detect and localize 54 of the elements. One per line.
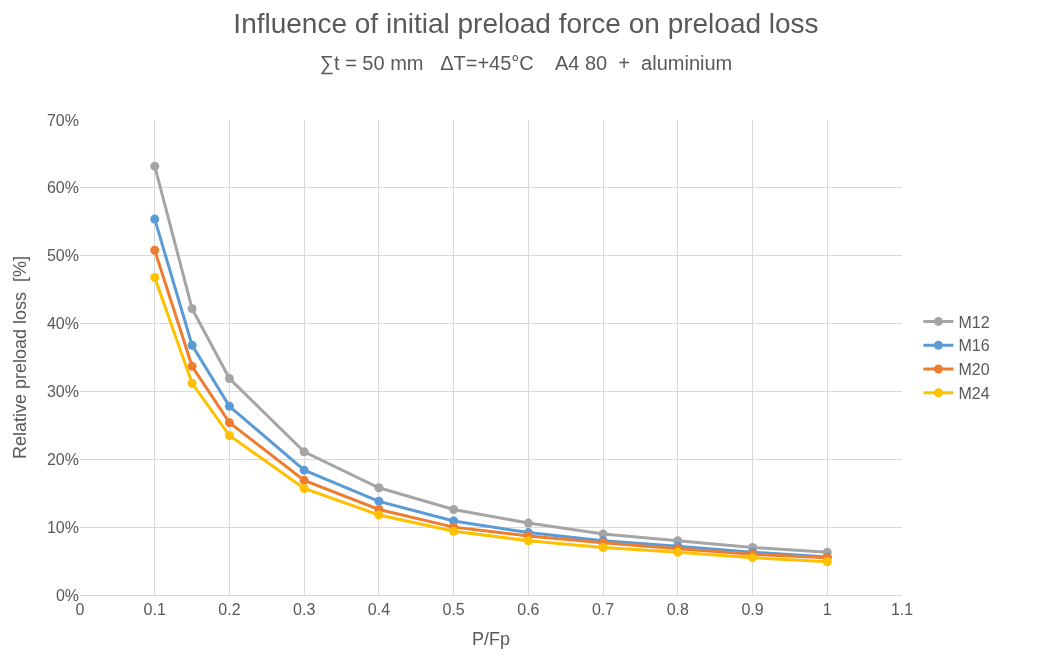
legend-label: M12: [958, 313, 990, 331]
x-tick-label: 0.9: [741, 601, 764, 619]
point: [150, 161, 160, 171]
x-tick-label: 0.3: [293, 601, 316, 619]
y-tick-label: 20%: [46, 450, 79, 468]
y-tick-label: 30%: [46, 383, 79, 401]
point: [187, 304, 197, 314]
y-tick-label: 40%: [46, 315, 79, 333]
point: [299, 447, 309, 457]
x-tick-label: 0: [75, 601, 85, 619]
chart-title: Influence of initial preload force on preload loss: [233, 8, 819, 40]
point: [449, 505, 459, 514]
point: [299, 483, 309, 493]
point: [150, 214, 160, 224]
legend-label: M24: [958, 385, 990, 403]
point: [150, 245, 160, 255]
point: [224, 374, 234, 384]
point: [224, 401, 234, 411]
legend-label: M16: [958, 337, 990, 355]
point: [299, 475, 309, 485]
x-tick-label: 1.1: [890, 601, 914, 619]
point: [187, 378, 197, 388]
x-tick-label: 0.4: [367, 601, 391, 619]
legend-label: M20: [958, 361, 990, 379]
y-tick-label: 70%: [46, 111, 79, 129]
point: [374, 510, 384, 520]
y-tick-label: 60%: [46, 179, 79, 197]
point: [523, 518, 533, 528]
x-tick-label: 0.5: [442, 601, 465, 619]
point: [822, 557, 832, 567]
point: [598, 543, 608, 552]
x-tick-label: 0.8: [666, 601, 690, 619]
point: [374, 496, 384, 506]
y-axis-title: Relative preload loss [%]: [10, 255, 31, 460]
point: [299, 465, 309, 475]
point: [374, 483, 384, 493]
point: [449, 526, 459, 536]
point: [224, 418, 234, 428]
point: [150, 272, 160, 282]
y-tick-label: 0%: [55, 586, 79, 604]
point: [748, 553, 758, 563]
y-tick-label: 50%: [46, 247, 79, 265]
x-axis-title: P/Fp: [471, 629, 511, 650]
x-tick-label: 1: [822, 601, 832, 619]
point: [523, 536, 533, 546]
point: [224, 431, 234, 441]
chart-subtitle: ∑t = 50 mm ΔT=+45°C A4 80 + aluminium: [319, 51, 733, 75]
x-tick-label: 0.7: [591, 601, 615, 619]
y-tick-label: 10%: [46, 518, 79, 536]
x-tick-label: 0.6: [517, 601, 540, 619]
x-tick-label: 0.2: [218, 601, 241, 619]
x-tick-label: 0.1: [143, 601, 166, 619]
point: [187, 340, 197, 350]
point: [187, 361, 197, 371]
